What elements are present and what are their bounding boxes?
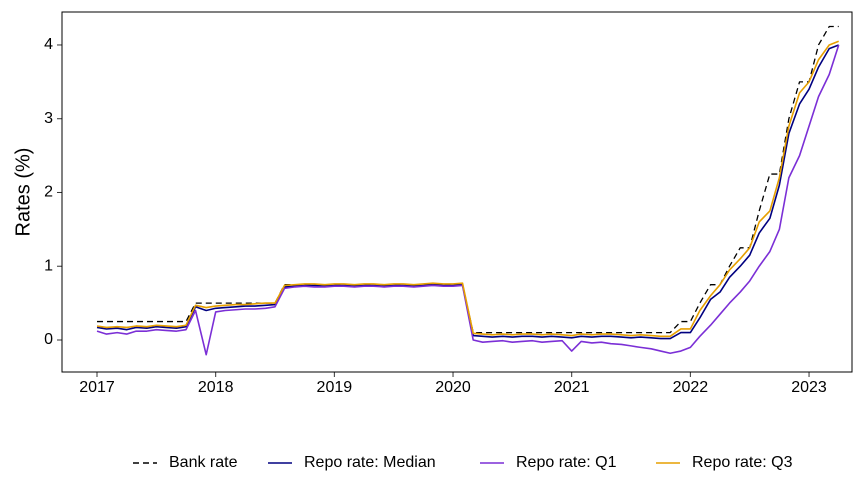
x-tick-label: 2017: [79, 379, 115, 396]
x-tick-label: 2019: [317, 379, 353, 396]
legend-label: Bank rate: [169, 454, 238, 471]
y-tick-label: 3: [44, 110, 53, 127]
plot-border: [61, 11, 853, 373]
y-tick-label: 4: [44, 36, 53, 53]
x-tick-label: 2020: [435, 379, 471, 396]
legend-label: Repo rate: Q3: [692, 454, 793, 471]
y-tick-label: 2: [44, 184, 53, 201]
x-tick-label: 2023: [791, 379, 827, 396]
legend-label: Repo rate: Q1: [516, 454, 617, 471]
series-line: [96, 40, 839, 338]
series-line: [96, 44, 839, 340]
y-axis-label: Rates (%): [12, 148, 34, 237]
legend-label: Repo rate: Median: [304, 454, 436, 471]
x-tick-label: 2021: [554, 379, 590, 396]
series-line: [96, 44, 840, 356]
x-tick-label: 2018: [198, 379, 234, 396]
x-tick-label: 2022: [673, 379, 709, 396]
y-tick-label: 1: [44, 257, 53, 274]
y-tick-label: 0: [44, 331, 53, 348]
series-line: [97, 25, 839, 334]
